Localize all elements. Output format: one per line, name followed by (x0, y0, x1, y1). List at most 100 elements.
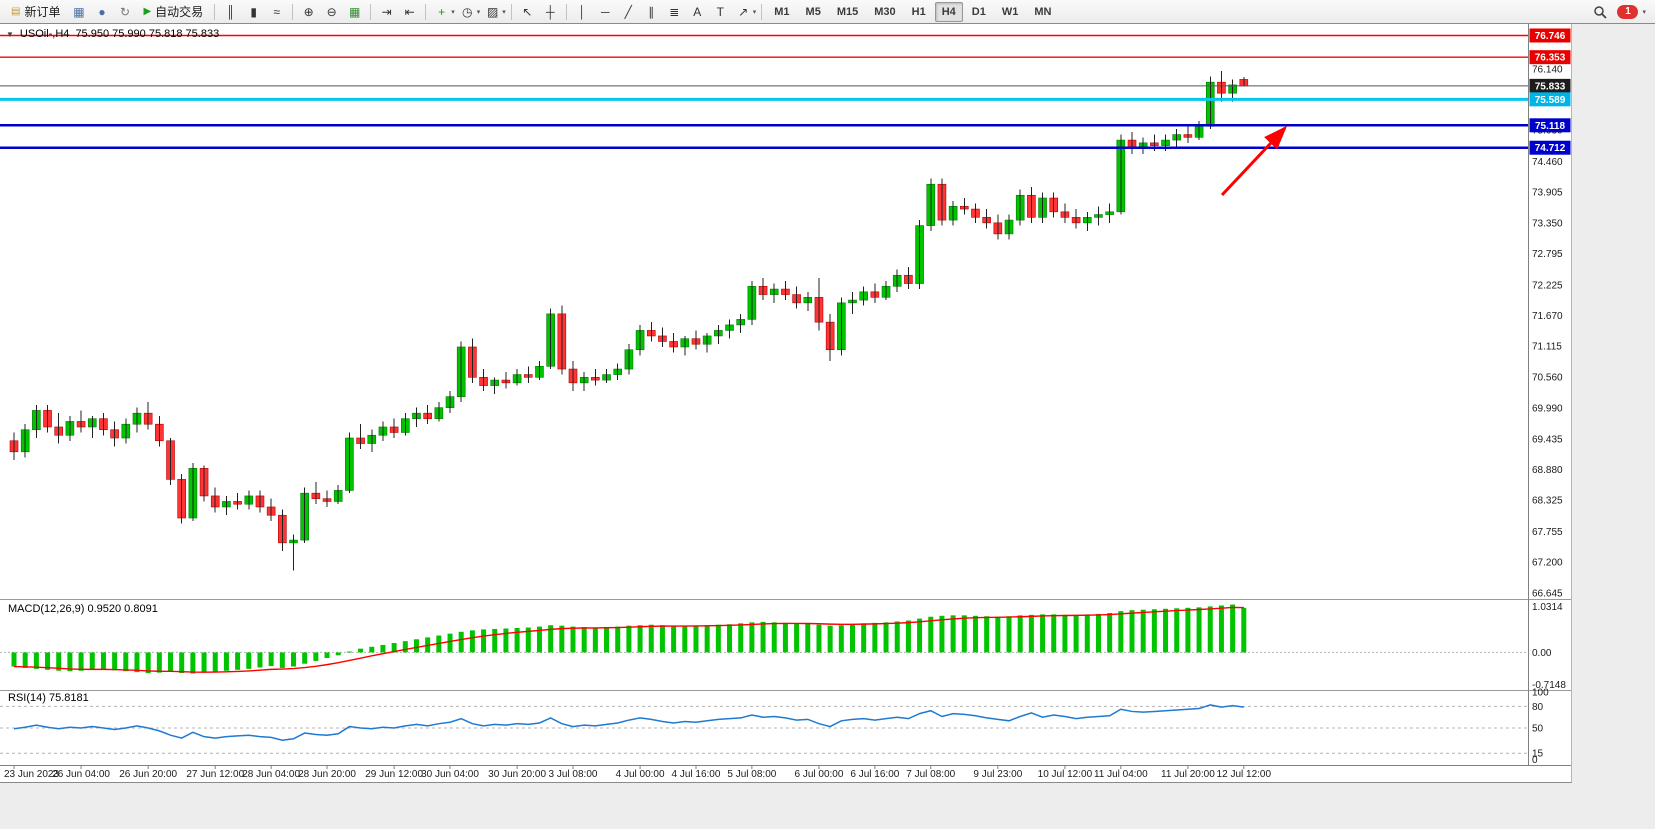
horizontal-line-icon[interactable]: ─ (600, 4, 610, 19)
macd-bar (782, 622, 788, 653)
zoom-in-icon[interactable]: ⊕ (303, 4, 314, 19)
chevron-down-icon[interactable]: ▾ (476, 8, 481, 16)
autotrade-button[interactable]: ▶ 自动交易 (136, 1, 210, 23)
notification-badge[interactable]: 1 (1617, 4, 1639, 19)
macd-bar (503, 628, 509, 653)
channel-icon[interactable]: ∥ (648, 4, 655, 19)
rsi-axis-label: 100 (1532, 688, 1549, 699)
templates-icon[interactable]: ▨ (487, 4, 499, 19)
chevron-down-icon[interactable]: ▾ (451, 8, 455, 16)
macd-bar (358, 648, 364, 653)
trendline-icon[interactable]: ╱ (624, 4, 632, 19)
macd-bar (771, 622, 777, 653)
chart-window: 76.14075.58575.03074.46073.90573.35072.7… (0, 24, 1572, 783)
price-axis-label: 67.755 (1532, 527, 1563, 538)
toolbar-separator (292, 3, 294, 20)
ohlc-values: 75.950 75.990 75.818 75.833 (75, 28, 220, 40)
time-axis-label: 10 Jul 12:00 (1038, 769, 1093, 780)
timeframe-button-m1[interactable]: M1 (774, 5, 790, 18)
new-order-button[interactable]: ▤ 新订单 (4, 1, 67, 23)
chart-canvas[interactable]: 76.14075.58575.03074.46073.90573.35072.7… (0, 24, 1571, 782)
time-axis-label: 3 Jul 08:00 (549, 769, 598, 780)
time-axis-label: 11 Jul 20:00 (1161, 769, 1215, 780)
macd-bar (671, 625, 677, 653)
fibonacci-icon[interactable]: ≣ (669, 4, 680, 19)
toolbar: ▤ 新订单 ▦ ● ↻ ▶ 自动交易 ║ ▮ ≈ ⊕ ⊖ ▦ ⇥ ⇤ + ▾ ◷ ▾ ▨ ▾ ↖ ┼ │ ─ ╱ ∥ ≣ A T ↗ ▾ M1 M… (0, 0, 1655, 24)
collapse-icon[interactable]: ▼ (6, 29, 14, 39)
toolbar-separator (565, 3, 567, 20)
arrow-annotation[interactable] (1220, 125, 1288, 197)
text-icon[interactable]: A (693, 4, 702, 19)
charts-grid-icon[interactable]: ▦ (73, 4, 85, 19)
chart-shift-icon[interactable]: ⇤ (404, 4, 415, 19)
timeframe-button-mn[interactable]: MN (1034, 5, 1052, 18)
macd-bar (894, 621, 900, 653)
macd-bar (78, 652, 84, 671)
crosshair-icon[interactable]: ┼ (545, 4, 555, 19)
zoom-out-icon[interactable]: ⊖ (326, 4, 337, 19)
toolbar-right: 1 ▾ (1588, 1, 1655, 23)
macd-bar (1174, 608, 1180, 653)
timeframe-button-h1[interactable]: H1 (911, 5, 926, 18)
timeframe-button-m15[interactable]: M15 (836, 5, 859, 18)
chevron-down-icon[interactable]: ▾ (502, 8, 506, 16)
refresh-icon[interactable]: ↻ (119, 4, 130, 19)
vertical-line-icon[interactable]: │ (578, 4, 586, 19)
profiles-icon[interactable]: ● (98, 4, 106, 19)
macd-bar (100, 652, 106, 670)
macd-bar (1040, 614, 1046, 653)
timeframe-button-m5[interactable]: M5 (805, 5, 821, 18)
macd-bar (905, 620, 911, 653)
rsi-axis-label: 80 (1532, 702, 1544, 713)
macd-bar (760, 621, 766, 653)
macd-bar (1028, 614, 1034, 653)
price-tag (1529, 118, 1571, 133)
macd-bar (693, 625, 699, 653)
time-axis-label: 26 Jun 04:00 (52, 769, 110, 780)
macd-bar (179, 652, 185, 674)
time-axis-label: 9 Jul 23:00 (973, 769, 1022, 780)
macd-bar (1163, 608, 1169, 653)
price-axis-label: 70.560 (1532, 372, 1563, 383)
time-axis-label: 5 Jul 08:00 (727, 769, 776, 780)
auto-scroll-icon[interactable]: ⇥ (381, 4, 392, 19)
timeframe-button-d1[interactable]: D1 (971, 5, 986, 18)
ohlc-bars-icon[interactable]: ║ (226, 4, 235, 19)
tile-windows-icon[interactable]: ▦ (349, 4, 361, 19)
search-icon[interactable] (1588, 1, 1611, 23)
chevron-down-icon[interactable]: ▾ (1642, 8, 1646, 16)
time-axis-label: 28 Jun 04:00 (242, 769, 300, 780)
macd-bar (279, 652, 285, 668)
time-axis-label: 30 Jun 20:00 (488, 769, 546, 780)
macd-bar (1095, 613, 1101, 653)
macd-bar (872, 622, 878, 653)
macd-bar (469, 630, 475, 653)
timeframe-button-h4[interactable]: H4 (934, 1, 963, 22)
timeframe-button-m30[interactable]: M30 (874, 5, 896, 18)
chevron-down-icon[interactable]: ▾ (752, 8, 757, 16)
arrows-icon[interactable]: ↗ (738, 4, 749, 19)
macd-bar (1073, 614, 1079, 653)
macd-bar (458, 631, 464, 653)
indicators-icon[interactable]: + (438, 4, 446, 19)
price-axis-label: 76.140 (1532, 64, 1563, 75)
macd-bar (402, 641, 408, 653)
macd-bar (190, 652, 196, 674)
new-order-button-label: 新订单 (24, 5, 61, 19)
price-axis-label: 73.905 (1532, 188, 1563, 199)
macd-bar (995, 616, 1001, 653)
candlestick-icon[interactable]: ▮ (250, 4, 257, 19)
macd-bar (615, 626, 621, 653)
price-tag (1529, 92, 1571, 107)
price-axis-label: 74.460 (1532, 157, 1563, 168)
macd-bar (850, 624, 855, 653)
macd-bar (715, 624, 721, 653)
line-chart-icon[interactable]: ≈ (273, 4, 280, 19)
toolbar-separator (761, 3, 763, 20)
timeframe-button-w1[interactable]: W1 (1001, 5, 1019, 18)
price-tag-label: 75.833 (1535, 81, 1566, 92)
periods-icon[interactable]: ◷ (461, 4, 473, 19)
macd-bar (313, 652, 319, 661)
cursor-icon[interactable]: ↖ (522, 4, 533, 19)
label-icon[interactable]: T (716, 4, 724, 19)
